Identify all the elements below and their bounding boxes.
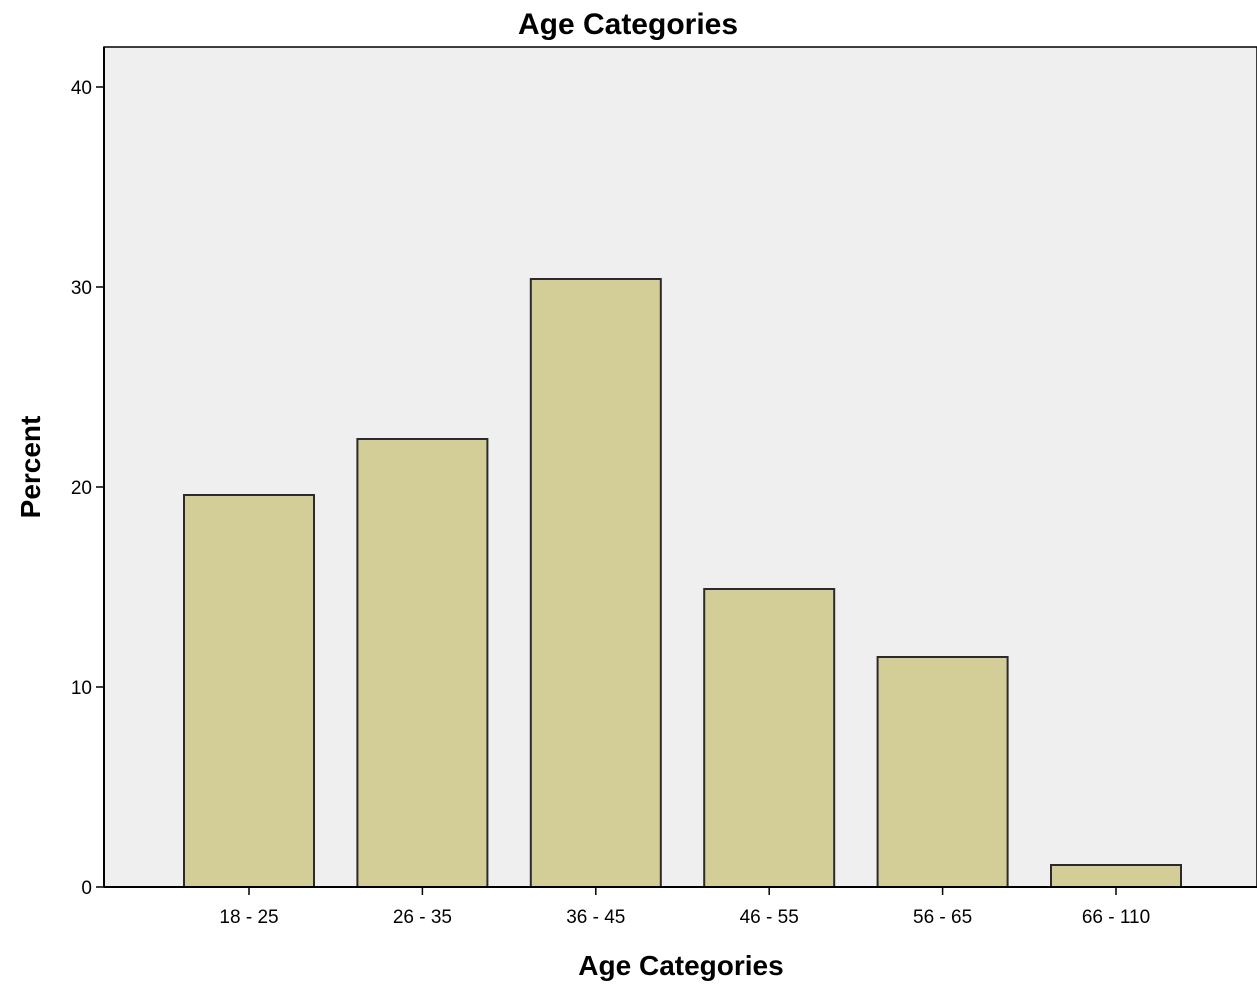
- bar-46-55: [703, 588, 836, 888]
- x-axis-title: Age Categories: [578, 950, 783, 981]
- y-axis-title: Percent: [15, 416, 46, 519]
- bar-56-65: [876, 656, 1009, 888]
- y-tick-label: 10: [71, 678, 92, 699]
- x-tick-label: 46 - 55: [740, 907, 799, 928]
- x-tick-label: 56 - 65: [913, 907, 972, 928]
- axes-layer: [103, 47, 1257, 888]
- y-tick-label: 30: [71, 278, 92, 299]
- x-tick-label: 36 - 45: [566, 907, 625, 928]
- bar-18-25: [183, 494, 315, 888]
- bar-36-45: [529, 278, 662, 888]
- x-tick-label: 66 - 110: [1082, 907, 1150, 928]
- x-tick-label: 18 - 25: [219, 907, 278, 928]
- chart-title: Age Categories: [518, 8, 738, 41]
- y-tick-label: 40: [71, 78, 92, 99]
- y-tick-label: 0: [81, 878, 92, 899]
- bar-26-35: [356, 438, 489, 888]
- ticks-layer: 0 10 20 30 40 18 - 25 26 - 35 36 - 45 46 - 55 56 …: [71, 78, 1150, 928]
- y-tick-label: 20: [71, 478, 92, 499]
- bar-66-110: [1050, 864, 1182, 888]
- x-tick-label: 26 - 35: [393, 907, 452, 928]
